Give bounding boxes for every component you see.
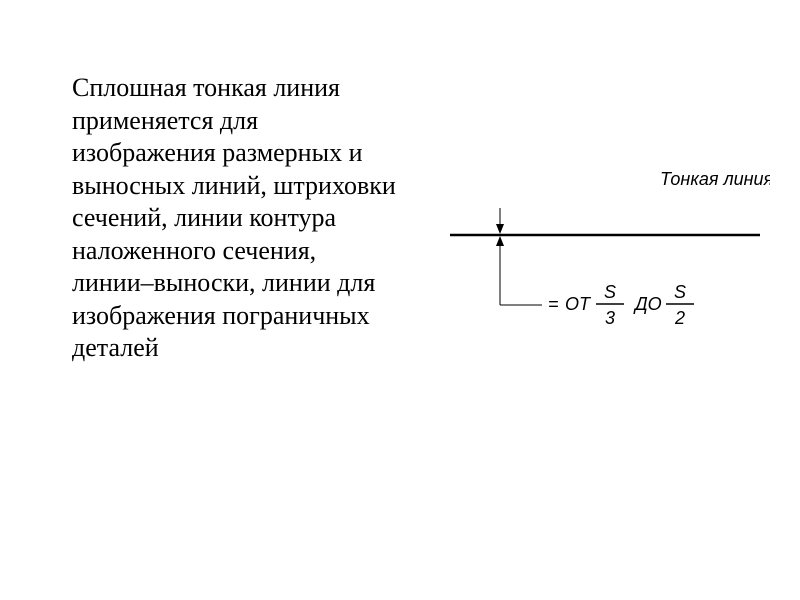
thin-line-diagram: Тонкая линия = ОТ S 3 ДО S 2 <box>430 150 770 350</box>
arrow-top-head <box>496 224 504 234</box>
frac1-num: S <box>604 282 616 302</box>
frac2-den: 2 <box>674 308 685 328</box>
description-text: Сплошная тонкая линия применяется для из… <box>72 72 402 365</box>
eq-sign: = <box>548 294 559 314</box>
frac1-den: 3 <box>605 308 615 328</box>
diagram-caption: Тонкая линия <box>660 169 770 189</box>
arrow-bottom-head <box>496 236 504 246</box>
to-label: ДО <box>633 294 662 314</box>
frac2-num: S <box>674 282 686 302</box>
from-label: ОТ <box>565 294 592 314</box>
